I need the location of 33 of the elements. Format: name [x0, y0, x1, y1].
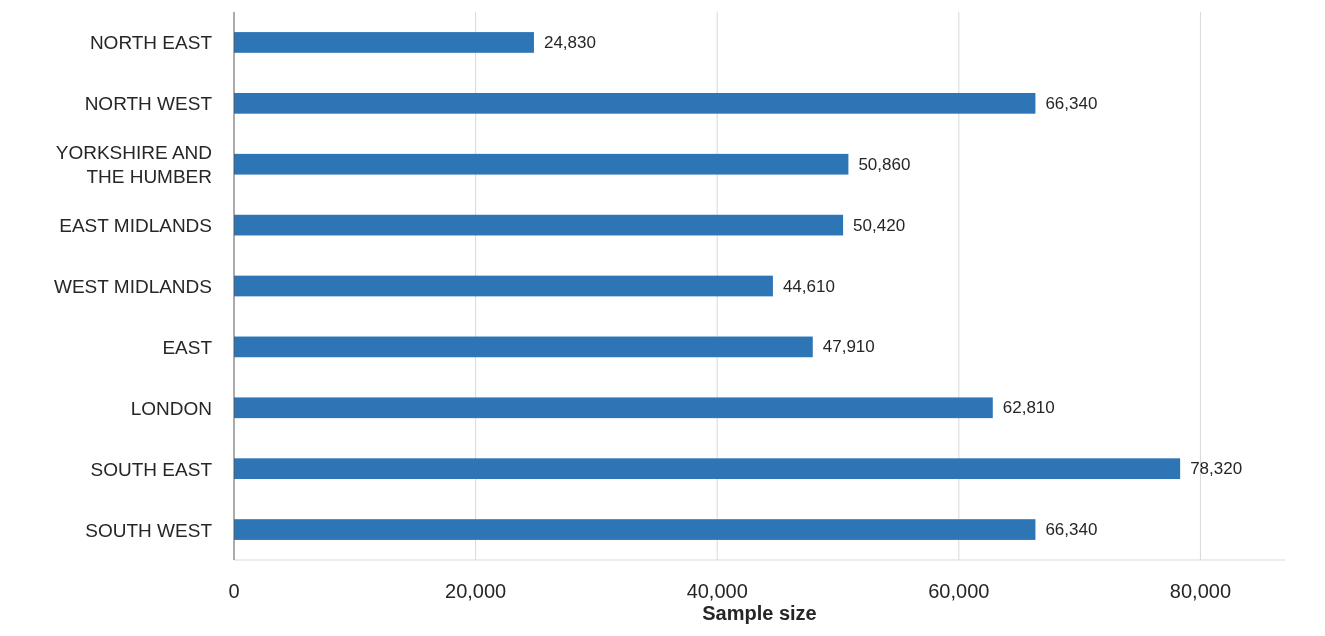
data-label: 62,810 — [1002, 398, 1055, 418]
data-label: 47,910 — [822, 337, 875, 357]
bar — [234, 519, 1036, 540]
y-tick-label: EAST MIDLANDS — [59, 214, 212, 236]
bar — [234, 397, 993, 419]
y-tick-label: EAST — [162, 336, 213, 358]
y-tick-label: SOUTH EAST — [90, 458, 213, 480]
y-tick-label: NORTH EAST — [89, 31, 213, 53]
y-tick-label: WEST MIDLANDS — [53, 275, 212, 297]
y-tick-label: YORKSHIRE AND THE HUMBER — [55, 141, 212, 187]
data-label: 78,320 — [1190, 459, 1243, 479]
x-tick-label: 40,000 — [686, 580, 748, 602]
bar — [234, 275, 773, 297]
bar — [234, 153, 849, 175]
x-tick-label: 20,000 — [445, 580, 507, 602]
x-tick-label: 60,000 — [928, 580, 990, 602]
data-label: 50,860 — [858, 154, 911, 174]
x-tick-label: 80,000 — [1169, 580, 1232, 602]
bar — [234, 336, 813, 358]
bar — [234, 458, 1181, 480]
data-label: 44,610 — [782, 276, 835, 296]
data-label: 50,420 — [853, 215, 906, 235]
data-label: 24,830 — [543, 32, 596, 52]
x-tick-label: 0 — [228, 580, 240, 602]
data-label: 66,340 — [1045, 520, 1098, 540]
y-tick-label: LONDON — [130, 397, 212, 419]
data-label: 66,340 — [1045, 93, 1098, 113]
bar — [234, 92, 1036, 114]
y-tick-label: NORTH WEST — [84, 92, 213, 114]
bar — [234, 214, 844, 236]
x-axis-title: Sample size — [702, 602, 817, 624]
y-tick-label: SOUTH WEST — [85, 519, 213, 541]
bar — [234, 32, 534, 53]
